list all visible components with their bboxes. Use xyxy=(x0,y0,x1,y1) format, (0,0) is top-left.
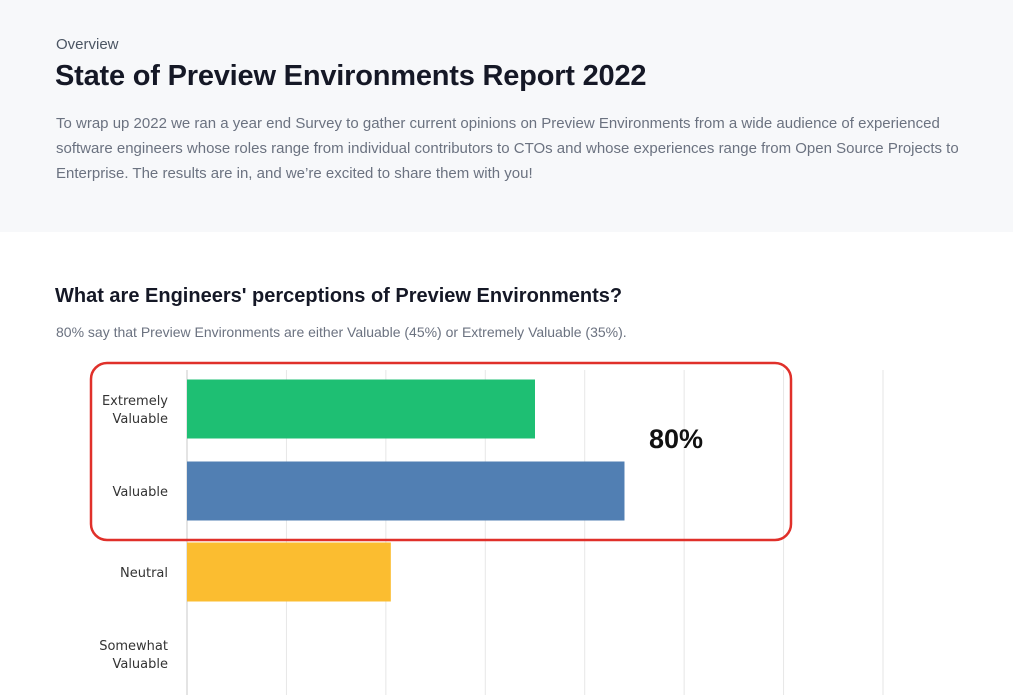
page-title: State of Preview Environments Report 202… xyxy=(55,60,647,92)
section-heading: What are Engineers' perceptions of Previ… xyxy=(55,285,623,307)
category-label: Valuable xyxy=(112,485,168,500)
eyebrow-label: Overview xyxy=(56,36,119,53)
section-subtitle: 80% say that Preview Environments are ei… xyxy=(56,324,627,340)
category-label: Neutral xyxy=(120,566,168,581)
bar-extremely-valuable xyxy=(187,379,535,439)
category-label: Somewhat Valuable xyxy=(99,639,168,672)
bar-neutral xyxy=(187,542,391,602)
bar-valuable xyxy=(187,461,625,521)
highlight-box xyxy=(89,361,793,542)
intro-paragraph: To wrap up 2022 we ran a year end Survey… xyxy=(56,115,959,182)
hero-section: Overview State of Preview Environments R… xyxy=(0,0,1013,232)
callout-label: 80% xyxy=(649,424,703,454)
category-label: Extremely Valuable xyxy=(102,394,168,427)
